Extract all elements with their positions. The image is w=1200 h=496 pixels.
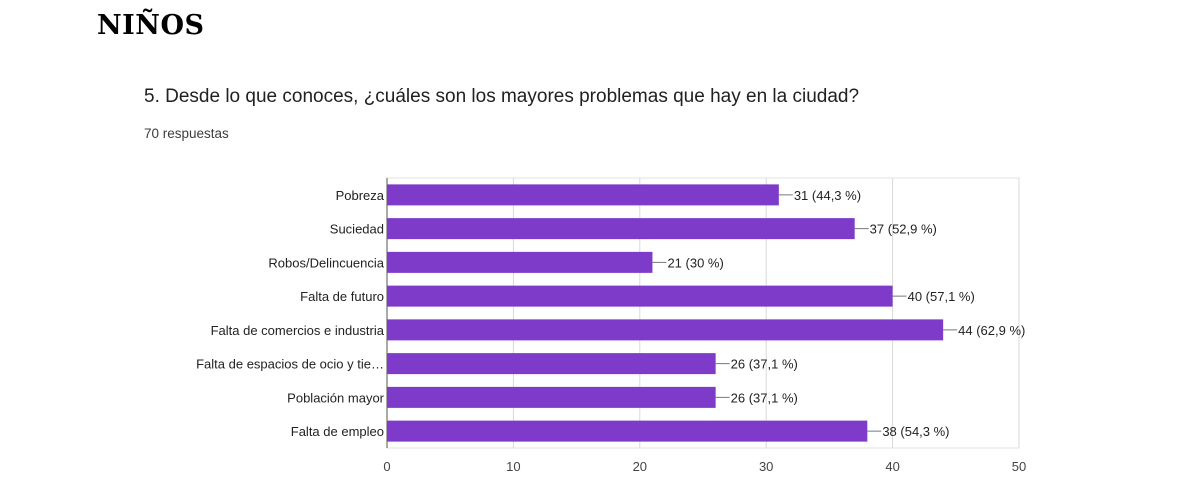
bar bbox=[387, 251, 653, 273]
x-tick-label: 20 bbox=[633, 459, 647, 474]
category-label: Falta de comercios e industria bbox=[211, 323, 385, 338]
x-tick-label: 30 bbox=[759, 459, 773, 474]
x-tick-label: 0 bbox=[383, 459, 390, 474]
category-label: Suciedad bbox=[330, 222, 384, 237]
category-label: Robos/Delincuencia bbox=[268, 255, 384, 270]
response-count: 70 respuestas bbox=[144, 126, 229, 141]
data-label: 44 (62,9 %) bbox=[958, 323, 1025, 338]
bar bbox=[387, 218, 855, 240]
category-label: Falta de empleo bbox=[291, 424, 384, 439]
data-label: 37 (52,9 %) bbox=[870, 222, 937, 237]
page-heading: NIÑOS bbox=[97, 10, 205, 41]
x-tick-label: 10 bbox=[506, 459, 520, 474]
bar bbox=[387, 184, 779, 206]
category-label: Falta de espacios de ocio y tie… bbox=[196, 357, 384, 372]
bar bbox=[387, 285, 893, 307]
category-label: Población mayor bbox=[287, 390, 384, 405]
x-tick-label: 50 bbox=[1012, 459, 1026, 474]
category-label: Falta de futuro bbox=[300, 289, 384, 304]
bar bbox=[387, 319, 944, 341]
data-label: 21 (30 %) bbox=[667, 255, 723, 270]
data-label: 31 (44,3 %) bbox=[794, 188, 861, 203]
data-label: 38 (54,3 %) bbox=[882, 424, 949, 439]
data-label: 40 (57,1 %) bbox=[908, 289, 975, 304]
question-title: 5. Desde lo que conoces, ¿cuáles son los… bbox=[144, 86, 860, 107]
data-label: 26 (37,1 %) bbox=[731, 357, 798, 372]
bar bbox=[387, 386, 716, 408]
x-tick-label: 40 bbox=[885, 459, 899, 474]
data-label: 26 (37,1 %) bbox=[731, 390, 798, 405]
bar bbox=[387, 420, 868, 442]
category-label: Pobreza bbox=[336, 188, 385, 203]
bar bbox=[387, 353, 716, 375]
